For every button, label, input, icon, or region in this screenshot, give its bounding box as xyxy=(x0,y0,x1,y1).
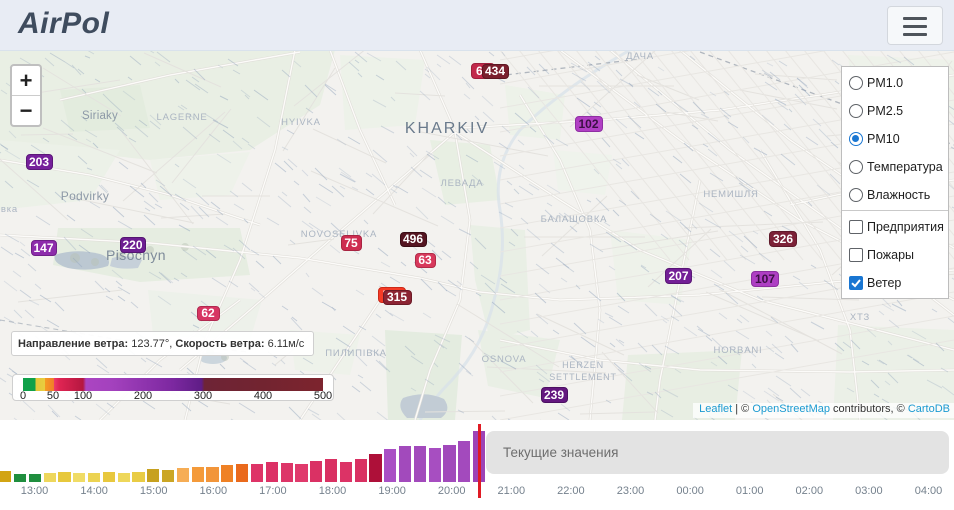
svg-text:LAGERNE: LAGERNE xyxy=(156,112,207,123)
svg-text:HERZEN: HERZEN xyxy=(562,360,604,370)
svg-text:KHARKIV: KHARKIV xyxy=(405,120,489,137)
svg-text:SETTLEMENT: SETTLEMENT xyxy=(549,372,617,382)
svg-text:ЛЕВАДА: ЛЕВАДА xyxy=(441,178,484,189)
svg-text:NOVOSELIVKA: NOVOSELIVKA xyxy=(301,229,377,240)
svg-text:Podvirky: Podvirky xyxy=(61,189,109,203)
svg-text:НЕМИШЛЯ: НЕМИШЛЯ xyxy=(703,189,758,200)
svg-text:БАЛАШОВКА: БАЛАШОВКА xyxy=(541,214,608,225)
svg-text:ДАЧА: ДАЧА xyxy=(626,51,654,62)
svg-text:HORBANI: HORBANI xyxy=(714,345,763,356)
svg-text:OSNOVA: OSNOVA xyxy=(482,354,527,365)
svg-text:івка: івка xyxy=(0,204,18,215)
svg-text:ХТЗ: ХТЗ xyxy=(850,312,870,323)
svg-text:HYIVKA: HYIVKA xyxy=(281,117,321,128)
svg-text:ПИЛИПІВКА: ПИЛИПІВКА xyxy=(325,348,387,359)
svg-text:Siriaky: Siriaky xyxy=(82,110,118,122)
